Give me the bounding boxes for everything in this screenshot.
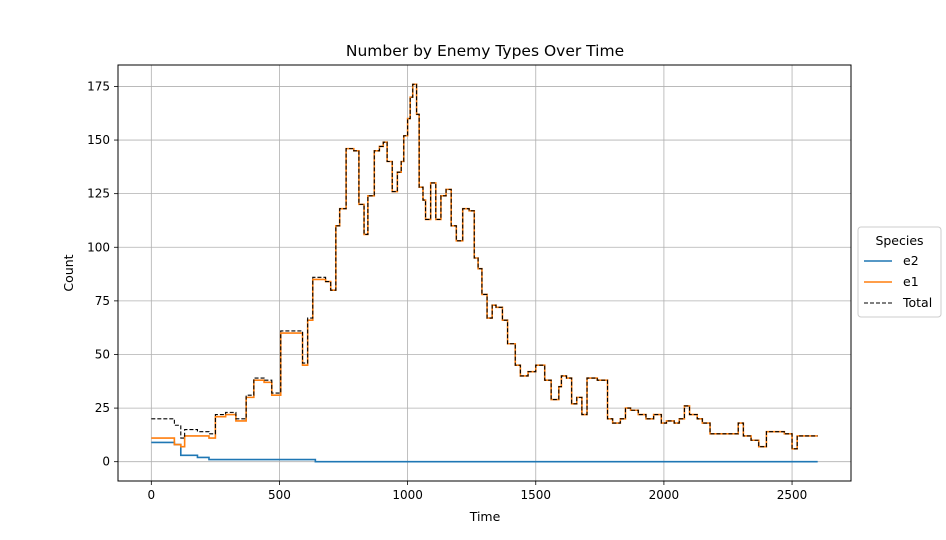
legend-entries: e2 e1 Total [864,253,932,310]
grid [118,65,851,481]
x-tick-label: 500 [268,488,291,502]
legend-box [857,226,942,318]
y-tick-label: 100 [87,240,110,254]
legend-label-total: Total [902,295,932,310]
y-tick-label: 175 [87,79,110,93]
y-tick-label: 150 [87,133,110,147]
x-tick-label: 1500 [520,488,551,502]
y-tick-label: 0 [102,455,110,469]
chart-title: Number by Enemy Types Over Time [346,42,624,60]
legend: Species e2 e1 Total [857,226,942,318]
y-ticks: 0 25 50 75 100 125 150 175 [87,79,118,469]
y-axis-title: Count [61,254,76,291]
y-tick-label: 75 [95,294,110,308]
series-layer [151,83,818,463]
legend-label-e1: e1 [903,274,919,289]
y-tick-label: 50 [95,347,110,361]
x-tick-label: 1000 [392,488,423,502]
y-tick-label: 125 [87,187,110,201]
x-tick-label: 2000 [649,488,680,502]
x-ticks: 0 500 1000 1500 2000 2500 [147,481,807,502]
x-tick-label: 0 [147,488,155,502]
x-axis-title: Time [469,509,501,524]
plot-frame [117,64,852,482]
series-line-total [151,83,818,450]
x-tick-label: 2500 [777,488,808,502]
legend-title: Species [875,233,923,248]
legend-label-e2: e2 [903,253,919,268]
y-tick-label: 25 [95,401,110,415]
